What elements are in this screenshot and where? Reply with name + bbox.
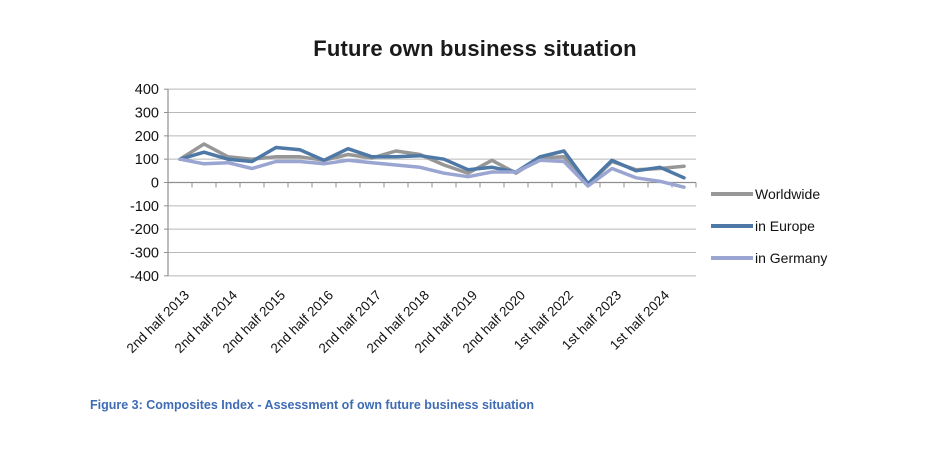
- legend-label: in Germany: [755, 249, 828, 266]
- y-tick-label: -200: [130, 222, 159, 238]
- y-tick-label: -400: [130, 269, 159, 285]
- legend-line-swatch: [711, 191, 753, 196]
- figure-caption: Figure 3: Composites Index - Assessment …: [90, 398, 535, 412]
- chart-title: Future own business situation: [313, 36, 637, 61]
- legend-label: Worldwide: [755, 185, 821, 202]
- legend-label: in Europe: [755, 217, 815, 234]
- y-tick-label: 300: [135, 106, 159, 122]
- y-tick-label: 400: [135, 82, 159, 98]
- legend-item-in-germany: in Germany: [711, 247, 827, 268]
- series-line-in-germany: [178, 157, 686, 189]
- series-line-in-europe: [178, 145, 686, 186]
- y-tick-label: 200: [135, 129, 159, 145]
- legend-item-in-europe: in Europe: [711, 215, 827, 236]
- y-tick-label: 100: [135, 152, 159, 168]
- legend-item-worldwide: Worldwide: [711, 183, 827, 204]
- y-tick-label: 0: [151, 176, 159, 192]
- y-tick-label: -300: [130, 245, 159, 261]
- legend-line-swatch: [711, 255, 753, 260]
- y-tick-label: -100: [130, 199, 159, 215]
- legend-line-swatch: [711, 223, 753, 228]
- chart-legend: Worldwide in Europe in Germany: [711, 183, 827, 279]
